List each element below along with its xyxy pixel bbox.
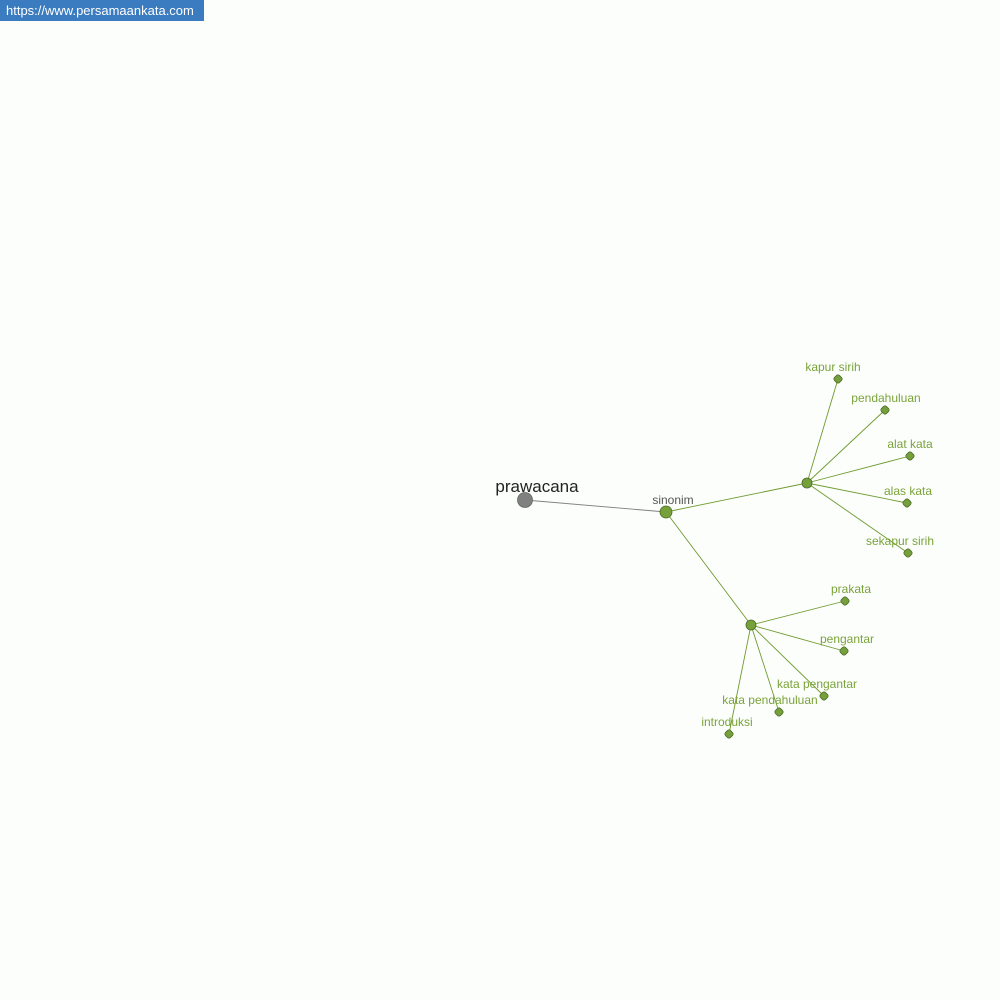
leaf-label[interactable]: prakata	[831, 582, 871, 596]
relation-label[interactable]: sinonim	[652, 493, 693, 507]
leaf-node[interactable]	[902, 498, 912, 508]
edge-sinonim-group	[665, 482, 808, 513]
group-hub-node[interactable]	[745, 619, 757, 631]
edge-leaf	[750, 624, 825, 697]
leaf-label[interactable]: alas kata	[884, 484, 932, 498]
edge-leaf	[750, 624, 780, 713]
leaf-label[interactable]: pengantar	[820, 632, 874, 646]
leaf-node[interactable]	[833, 374, 843, 384]
leaf-node[interactable]	[840, 596, 850, 606]
leaf-node[interactable]	[905, 451, 915, 461]
leaf-node[interactable]	[724, 729, 734, 739]
edge-leaf	[728, 624, 752, 735]
group-hub-node[interactable]	[801, 477, 813, 489]
edge-leaf	[750, 600, 846, 626]
root-node[interactable]	[517, 492, 533, 508]
leaf-label[interactable]: sekapur sirih	[866, 534, 934, 548]
leaf-label[interactable]: introduksi	[701, 715, 752, 729]
edge-leaf	[806, 482, 908, 504]
edge-leaf	[806, 455, 911, 484]
root-label[interactable]: prawacana	[495, 477, 579, 496]
edge-root-sinonim	[524, 499, 667, 513]
edge-leaf	[806, 482, 909, 554]
site-url-badge[interactable]: https://www.persamaankata.com	[0, 0, 204, 21]
edge-sinonim-group	[665, 511, 752, 626]
leaf-label[interactable]: alat kata	[887, 437, 933, 451]
leaf-node[interactable]	[903, 548, 913, 558]
relation-node[interactable]	[659, 505, 673, 519]
leaf-label[interactable]: kata pendahuluan	[722, 693, 817, 707]
leaf-node[interactable]	[880, 405, 890, 415]
leaf-node[interactable]	[819, 691, 829, 701]
edge-leaf	[806, 409, 886, 484]
leaf-label[interactable]: kata pengantar	[777, 677, 857, 691]
leaf-label[interactable]: kapur sirih	[805, 360, 860, 374]
leaf-node[interactable]	[839, 646, 849, 656]
leaf-label[interactable]: pendahuluan	[851, 391, 920, 405]
edge-leaf	[750, 624, 845, 652]
edge-leaf	[806, 378, 839, 484]
leaf-node[interactable]	[774, 707, 784, 717]
